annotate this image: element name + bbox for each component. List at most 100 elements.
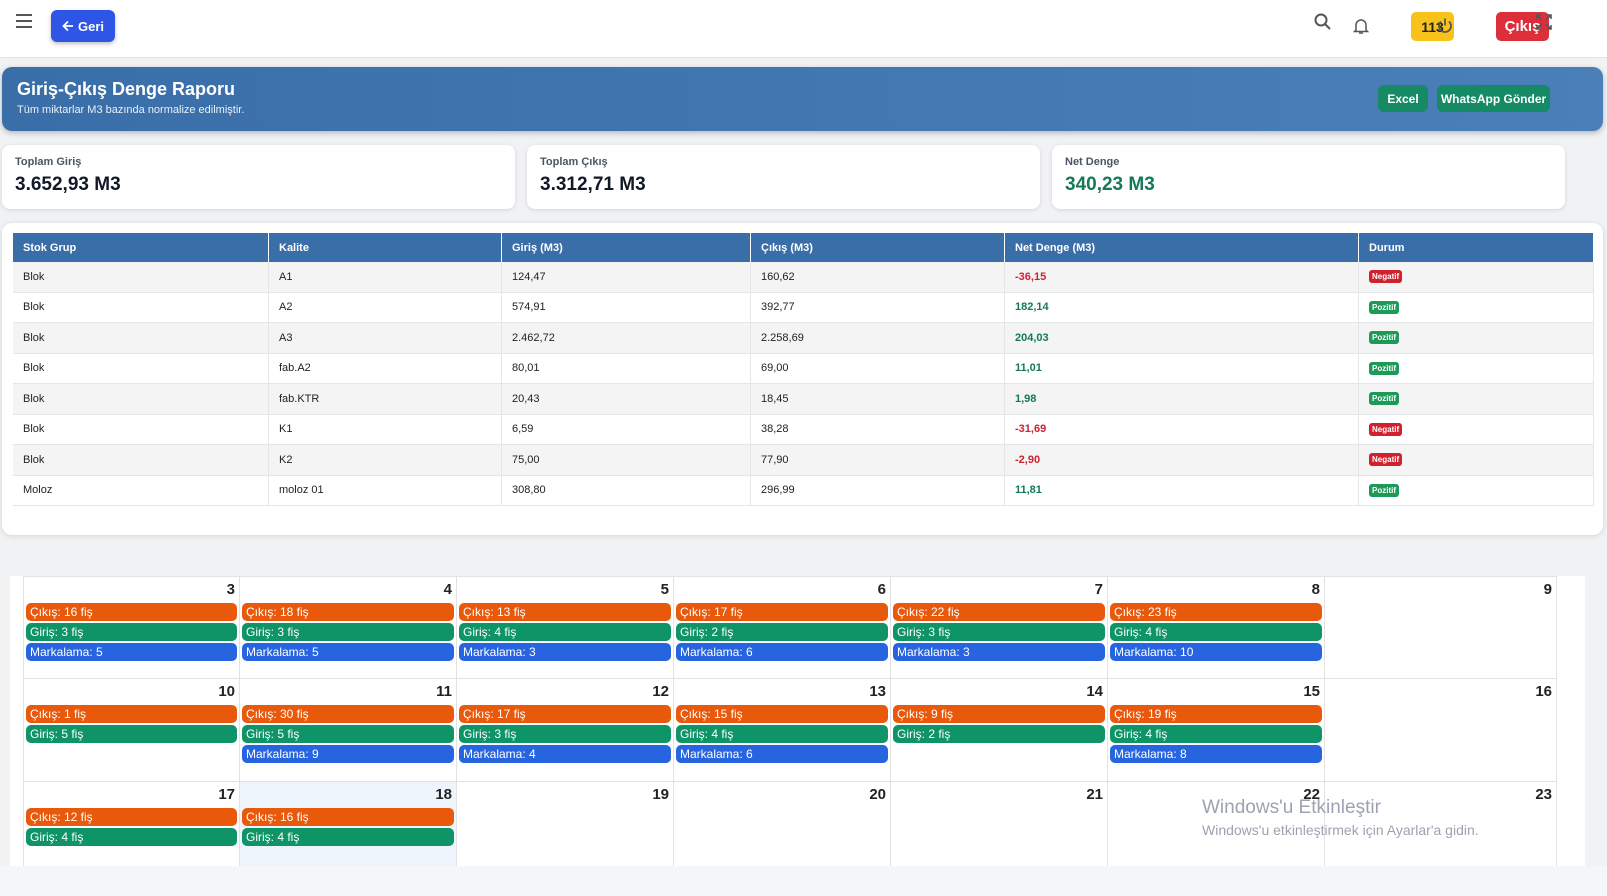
table-row[interactable]: Blok A1 124,47 160,62 -36,15 Negatif bbox=[13, 262, 1594, 293]
outgoing-event[interactable]: Çıkış: 16 fiş bbox=[242, 808, 454, 826]
calendar-day-cell[interactable]: 23 bbox=[1325, 782, 1557, 866]
in-value-cell: 80,01 bbox=[501, 353, 751, 384]
outgoing-event[interactable]: Çıkış: 23 fiş bbox=[1110, 603, 1322, 621]
quality-cell: moloz 01 bbox=[268, 475, 502, 506]
incoming-event[interactable]: Giriş: 2 fiş bbox=[676, 623, 888, 641]
stock-group-cell: Blok bbox=[13, 292, 269, 323]
out-value-cell: 18,45 bbox=[750, 383, 1005, 415]
excel-button[interactable]: Excel bbox=[1378, 85, 1428, 112]
calendar-day-cell[interactable]: 13 Çıkış: 15 fiş Giriş: 4 fiş Markalama: 6 bbox=[674, 679, 891, 782]
marking-event[interactable]: Markalama: 10 bbox=[1110, 643, 1322, 661]
table-row[interactable]: Blok A2 574,91 392,77 182,14 Pozitif bbox=[13, 292, 1594, 323]
power-icon[interactable] bbox=[1436, 17, 1454, 35]
outgoing-event[interactable]: Çıkış: 30 fiş bbox=[242, 705, 454, 723]
outgoing-event[interactable]: Çıkış: 17 fiş bbox=[459, 705, 671, 723]
outgoing-event[interactable]: Çıkış: 12 fiş bbox=[26, 808, 237, 826]
column-header[interactable]: Kalite bbox=[268, 233, 502, 262]
marking-event[interactable]: Markalama: 3 bbox=[893, 643, 1105, 661]
incoming-event[interactable]: Giriş: 3 fiş bbox=[893, 623, 1105, 641]
calendar-day-cell[interactable]: 16 bbox=[1325, 679, 1557, 782]
calendar-day-cell[interactable]: 4 Çıkış: 18 fiş Giriş: 3 fiş Markalama: 5 bbox=[240, 576, 457, 679]
calendar-day-cell[interactable]: 14 Çıkış: 9 fiş Giriş: 2 fiş bbox=[891, 679, 1108, 782]
calendar-day-cell[interactable]: 5 Çıkış: 13 fiş Giriş: 4 fiş Markalama: 3 bbox=[457, 576, 674, 679]
table-row[interactable]: Blok A3 2.462,72 2.258,69 204,03 Pozitif bbox=[13, 322, 1594, 354]
incoming-event[interactable]: Giriş: 3 fiş bbox=[26, 623, 237, 641]
calendar-day-cell[interactable]: 18 Çıkış: 16 fiş Giriş: 4 fiş bbox=[240, 782, 457, 866]
incoming-event[interactable]: Giriş: 4 fiş bbox=[26, 828, 237, 846]
net-balance-cell: 11,81 bbox=[1004, 475, 1359, 506]
logout-button[interactable]: Çıkış bbox=[1496, 12, 1549, 41]
table-row[interactable]: Blok K2 75,00 77,90 -2,90 Negatif bbox=[13, 444, 1594, 476]
incoming-event[interactable]: Giriş: 3 fiş bbox=[459, 725, 671, 743]
day-number: 23 bbox=[1535, 786, 1552, 803]
table-row[interactable]: Blok fab.KTR 20,43 18,45 1,98 Pozitif bbox=[13, 383, 1594, 415]
calendar-day-cell[interactable]: 6 Çıkış: 17 fiş Giriş: 2 fiş Markalama: 6 bbox=[674, 576, 891, 679]
quality-cell: A3 bbox=[268, 322, 502, 354]
incoming-event[interactable]: Giriş: 4 fiş bbox=[1110, 725, 1322, 743]
calendar-day-cell[interactable]: 15 Çıkış: 19 fiş Giriş: 4 fiş Markalama: 8 bbox=[1108, 679, 1325, 782]
incoming-event[interactable]: Giriş: 5 fiş bbox=[26, 725, 237, 743]
calendar-day-cell[interactable]: 22 bbox=[1108, 782, 1325, 866]
status-cell: Pozitif bbox=[1358, 353, 1594, 384]
net-balance-cell: 182,14 bbox=[1004, 292, 1359, 323]
net-balance-value: 340,23 M3 bbox=[1065, 174, 1155, 195]
calendar-day-cell[interactable]: 3 Çıkış: 16 fiş Giriş: 3 fiş Markalama: 5 bbox=[23, 576, 240, 679]
incoming-event[interactable]: Giriş: 4 fiş bbox=[459, 623, 671, 641]
outgoing-event[interactable]: Çıkış: 13 fiş bbox=[459, 603, 671, 621]
incoming-event[interactable]: Giriş: 5 fiş bbox=[242, 725, 454, 743]
whatsapp-send-button[interactable]: WhatsApp Gönder bbox=[1437, 85, 1550, 112]
calendar-day-cell[interactable]: 7 Çıkış: 22 fiş Giriş: 3 fiş Markalama: 3 bbox=[891, 576, 1108, 679]
outgoing-event[interactable]: Çıkış: 16 fiş bbox=[26, 603, 237, 621]
outgoing-event[interactable]: Çıkış: 1 fiş bbox=[26, 705, 237, 723]
outgoing-event[interactable]: Çıkış: 22 fiş bbox=[893, 603, 1105, 621]
table-row[interactable]: Blok fab.A2 80,01 69,00 11,01 Pozitif bbox=[13, 353, 1594, 384]
calendar-day-cell[interactable]: 11 Çıkış: 30 fiş Giriş: 5 fiş Markalama: 9 bbox=[240, 679, 457, 782]
notification-count-badge[interactable]: 113 bbox=[1411, 12, 1454, 41]
outgoing-event[interactable]: Çıkış: 17 fiş bbox=[676, 603, 888, 621]
table-row[interactable]: Blok K1 6,59 38,28 -31,69 Negatif bbox=[13, 414, 1594, 445]
marking-event[interactable]: Markalama: 9 bbox=[242, 745, 454, 763]
in-value-cell: 75,00 bbox=[501, 444, 751, 476]
status-cell: Pozitif bbox=[1358, 292, 1594, 323]
marking-event[interactable]: Markalama: 5 bbox=[26, 643, 237, 661]
calendar-day-cell[interactable]: 21 bbox=[891, 782, 1108, 866]
calendar-day-cell[interactable]: 19 bbox=[457, 782, 674, 866]
calendar-day-cell[interactable]: 12 Çıkış: 17 fiş Giriş: 3 fiş Markalama: 4 bbox=[457, 679, 674, 782]
calendar-day-cell[interactable]: 9 bbox=[1325, 576, 1557, 679]
incoming-event[interactable]: Giriş: 4 fiş bbox=[242, 828, 454, 846]
outgoing-event[interactable]: Çıkış: 9 fiş bbox=[893, 705, 1105, 723]
out-value-cell: 69,00 bbox=[750, 353, 1005, 384]
calendar-day-cell[interactable]: 8 Çıkış: 23 fiş Giriş: 4 fiş Markalama: 10 bbox=[1108, 576, 1325, 679]
column-header[interactable]: Net Denge (M3) bbox=[1004, 233, 1359, 262]
status-badge: Negatif bbox=[1369, 453, 1403, 467]
menu-icon[interactable] bbox=[16, 14, 32, 28]
calendar-day-cell[interactable]: 20 bbox=[674, 782, 891, 866]
marking-event[interactable]: Markalama: 6 bbox=[676, 745, 888, 763]
bell-icon[interactable] bbox=[1353, 17, 1369, 35]
column-header[interactable]: Çıkış (M3) bbox=[750, 233, 1005, 262]
outgoing-event[interactable]: Çıkış: 18 fiş bbox=[242, 603, 454, 621]
outgoing-event[interactable]: Çıkış: 19 fiş bbox=[1110, 705, 1322, 723]
status-cell: Pozitif bbox=[1358, 475, 1594, 506]
incoming-event[interactable]: Giriş: 4 fiş bbox=[676, 725, 888, 743]
column-header[interactable]: Giriş (M3) bbox=[501, 233, 751, 262]
outgoing-event[interactable]: Çıkış: 15 fiş bbox=[676, 705, 888, 723]
calendar-day-cell[interactable]: 10 Çıkış: 1 fiş Giriş: 5 fiş bbox=[23, 679, 240, 782]
column-header[interactable]: Durum bbox=[1358, 233, 1594, 262]
back-button[interactable]: Geri bbox=[51, 10, 115, 42]
marking-event[interactable]: Markalama: 4 bbox=[459, 745, 671, 763]
incoming-event[interactable]: Giriş: 2 fiş bbox=[893, 725, 1105, 743]
incoming-event[interactable]: Giriş: 3 fiş bbox=[242, 623, 454, 641]
marking-event[interactable]: Markalama: 3 bbox=[459, 643, 671, 661]
day-number: 16 bbox=[1535, 683, 1552, 700]
table-row[interactable]: Moloz moloz 01 308,80 296,99 11,81 Pozitif bbox=[13, 475, 1594, 506]
incoming-event[interactable]: Giriş: 4 fiş bbox=[1110, 623, 1322, 641]
search-icon[interactable] bbox=[1314, 13, 1332, 31]
calendar-day-cell[interactable]: 17 Çıkış: 12 fiş Giriş: 4 fiş bbox=[23, 782, 240, 866]
marking-event[interactable]: Markalama: 8 bbox=[1110, 745, 1322, 763]
column-header[interactable]: Stok Grup bbox=[13, 233, 269, 262]
marking-event[interactable]: Markalama: 5 bbox=[242, 643, 454, 661]
fullscreen-icon[interactable] bbox=[1536, 14, 1552, 30]
marking-event[interactable]: Markalama: 6 bbox=[676, 643, 888, 661]
